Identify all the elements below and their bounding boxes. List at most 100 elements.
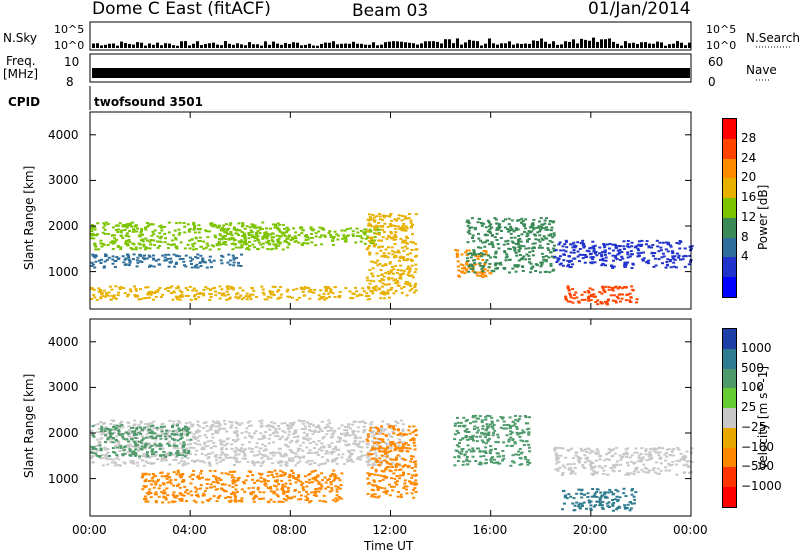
echo-cell [359, 436, 362, 439]
echo-cell [309, 500, 313, 502]
echo-cell [231, 248, 235, 251]
echo-cell [143, 426, 147, 429]
echo-cell [402, 222, 406, 225]
echo-cell [127, 264, 131, 267]
echo-cell [331, 460, 335, 463]
echo-cell [229, 456, 233, 459]
echo-cell [526, 239, 530, 242]
echo-cell [586, 496, 590, 498]
echo-cell [371, 214, 375, 216]
echo-cell [90, 445, 94, 448]
echo-cell [403, 245, 407, 248]
echo-cell [384, 452, 387, 455]
echo-cell [489, 231, 492, 234]
echo-cell [92, 293, 96, 296]
echo-cell [588, 452, 592, 455]
echo-cell [394, 264, 397, 267]
echo-cell [146, 462, 150, 464]
echo-cell [108, 455, 111, 457]
echo-cell [220, 483, 224, 486]
echo-cell [175, 454, 179, 457]
echo-cell [520, 451, 524, 454]
echo-cell [608, 488, 612, 491]
echo-cell [178, 231, 182, 234]
echo-cell [460, 448, 464, 451]
echo-cell [90, 237, 94, 240]
echo-cell [555, 459, 559, 462]
echo-cell [113, 266, 117, 268]
echo-cell [616, 460, 619, 463]
echo-cell [613, 464, 616, 467]
echo-cell [129, 436, 133, 439]
echo-cell [185, 452, 189, 454]
noise-bar [312, 45, 315, 48]
echo-cell [145, 453, 149, 456]
echo-cell [396, 249, 400, 252]
echo-cell [382, 216, 386, 219]
echo-cell [499, 261, 502, 264]
echo-cell [583, 467, 587, 469]
echo-cell [93, 296, 97, 299]
noise-bar [636, 44, 639, 48]
echo-cell [108, 458, 112, 461]
echo-cell [241, 241, 245, 243]
echo-cell [158, 245, 162, 247]
echo-cell [321, 479, 324, 482]
echo-cell [98, 443, 102, 446]
noise-bar [520, 43, 523, 48]
echo-cell [139, 426, 142, 429]
echo-cell [688, 254, 692, 257]
echo-cell [345, 429, 348, 431]
echo-cell [687, 460, 691, 463]
echo-cell [509, 232, 513, 235]
echo-cell [239, 246, 243, 249]
echo-cell [117, 441, 121, 444]
echo-cell [620, 297, 624, 300]
echo-cell [599, 258, 602, 261]
echo-cell [228, 259, 232, 262]
echo-cell [235, 429, 239, 432]
echo-cell [224, 472, 228, 475]
noise-bar [260, 45, 263, 48]
echo-cell [101, 295, 105, 298]
echo-cell [140, 448, 144, 451]
echo-cell [569, 294, 572, 297]
echo-cell [261, 443, 265, 446]
echo-cell [507, 223, 511, 226]
echo-cell [364, 231, 367, 234]
echo-cell [154, 445, 158, 448]
echo-cell [517, 248, 521, 251]
echo-cell [600, 251, 604, 254]
echo-cell [370, 237, 374, 240]
echo-cell [571, 502, 575, 505]
echo-cell [601, 262, 605, 265]
echo-cell [668, 244, 672, 247]
echo-cell [475, 440, 479, 443]
echo-cell [600, 504, 604, 507]
freq-tick-low: 8 [66, 75, 74, 89]
echo-cell [269, 487, 273, 490]
echo-cell [592, 470, 596, 472]
echo-cell [159, 425, 163, 428]
echo-cell [411, 455, 415, 458]
echo-cell [413, 487, 417, 490]
echo-cell [405, 227, 409, 230]
echo-cell [407, 271, 411, 274]
echo-cell [286, 445, 290, 448]
echo-cell [371, 440, 374, 443]
echo-cell [332, 469, 336, 472]
echo-cell [128, 449, 132, 452]
echo-cell [618, 286, 622, 288]
echo-cell [471, 236, 475, 239]
echo-cell [95, 445, 99, 447]
echo-cell [225, 447, 228, 450]
echo-cell [91, 253, 95, 256]
echo-cell [244, 430, 248, 433]
echo-cell [384, 291, 388, 294]
echo-cell [504, 259, 508, 262]
echo-cell [340, 229, 344, 232]
echo-cell [249, 491, 253, 494]
echo-cell [474, 255, 478, 257]
echo-cell [406, 237, 409, 239]
echo-cell [137, 298, 141, 301]
